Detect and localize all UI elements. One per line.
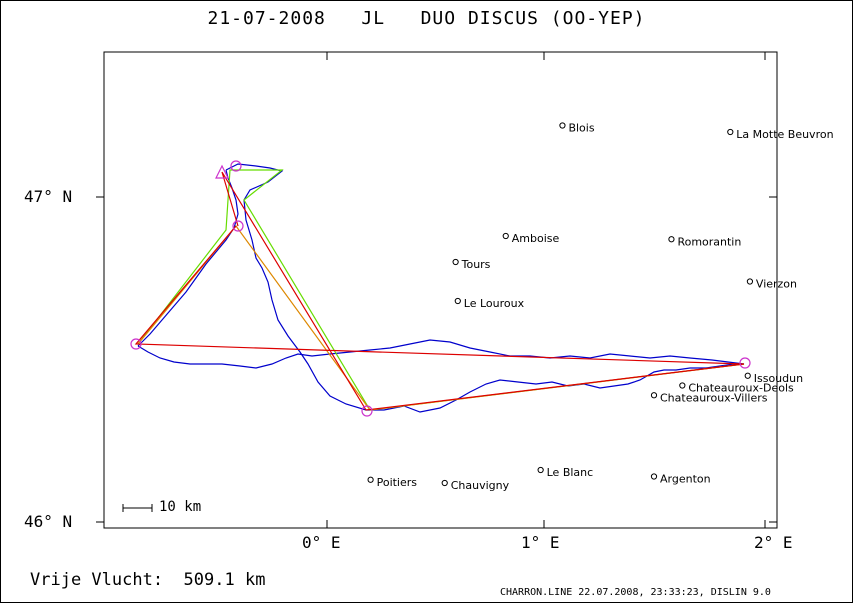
city-marker: Le Blanc <box>537 466 594 479</box>
city-dot <box>559 122 566 129</box>
distance-value: 509.1 km <box>183 570 266 590</box>
city-dot <box>650 392 658 399</box>
city-marker: Chauvigny <box>441 479 510 492</box>
city-label: Blois <box>568 122 594 135</box>
city-marker: Tours <box>452 258 491 271</box>
city-label: Chateauroux-Villers <box>660 391 768 404</box>
city-label: Le Blanc <box>547 466 594 479</box>
leg-overlap <box>137 225 745 411</box>
program-info: CHARRON.LINE 22.07.2008, 23:33:23, DISLI… <box>500 587 771 598</box>
map-plot-area <box>103 51 778 529</box>
lon-label-2: 2° E <box>754 533 793 552</box>
axis-ticks <box>96 52 777 528</box>
city-label: Argenton <box>660 473 711 486</box>
city-label: Amboise <box>512 232 560 245</box>
city-marker: Argenton <box>650 473 711 486</box>
turnpoint-marker <box>230 160 242 172</box>
city-marker: Vierzon <box>746 278 797 291</box>
city-dot <box>650 473 658 480</box>
lon-label-0: 0° E <box>302 533 341 552</box>
city-dot <box>502 232 509 240</box>
city-marker: Poitiers <box>367 476 418 489</box>
city-label: Tours <box>461 258 491 271</box>
city-label: Vierzon <box>756 278 797 291</box>
city-marker: Le Louroux <box>454 297 525 310</box>
city-dot <box>537 466 544 474</box>
city-label: Poitiers <box>377 476 418 489</box>
turnpoint-markers <box>130 160 751 417</box>
turnpoint-marker <box>361 405 373 417</box>
city-dot <box>668 236 675 243</box>
lon-label-1: 1° E <box>521 533 560 552</box>
distance-label: Vrije Vlucht: <box>30 570 164 590</box>
city-marker: Blois <box>559 122 595 135</box>
city-dot <box>452 258 459 266</box>
city-label: Romorantin <box>677 235 741 248</box>
distance-summary: Vrije Vlucht: 509.1 km <box>30 570 265 590</box>
city-label: Le Louroux <box>464 297 525 310</box>
city-dot <box>367 476 374 483</box>
city-marker: Amboise <box>502 232 560 245</box>
city-marker: Chateauroux-Deols <box>679 382 794 395</box>
turnpoint-marker <box>739 357 751 369</box>
lat-label-46: 46° N <box>24 512 73 531</box>
city-dot <box>454 297 461 305</box>
turnpoint-marker <box>232 220 244 232</box>
city-marker: Romorantin <box>668 235 741 248</box>
city-dot <box>679 382 686 389</box>
city-layer: Blois La Motte Beuvron Amboise Romorantin To… <box>367 122 834 492</box>
city-dot <box>727 128 734 136</box>
turnpoint-marker <box>130 338 142 350</box>
city-dot <box>441 479 448 487</box>
scale-bar <box>122 504 153 512</box>
lat-label-47: 47° N <box>24 187 73 206</box>
city-label: Issoudun <box>754 372 803 385</box>
scale-label: 10 km <box>159 499 202 515</box>
city-label: Chateauroux-Deols <box>688 382 794 395</box>
city-label: Chauvigny <box>451 479 510 492</box>
city-marker: Issoudun <box>744 372 803 385</box>
optimized-route <box>137 169 745 411</box>
map-title: 21-07-2008 JL DUO DISCUS (OO-YEP) <box>207 8 646 29</box>
start-triangle-marker <box>215 164 229 179</box>
city-dot <box>744 372 751 379</box>
task-route <box>134 171 745 411</box>
city-label: La Motte Beuvron <box>736 128 833 141</box>
city-dot <box>746 278 754 285</box>
city-marker: Chateauroux-Villers <box>650 391 768 404</box>
city-marker: La Motte Beuvron <box>727 128 834 141</box>
